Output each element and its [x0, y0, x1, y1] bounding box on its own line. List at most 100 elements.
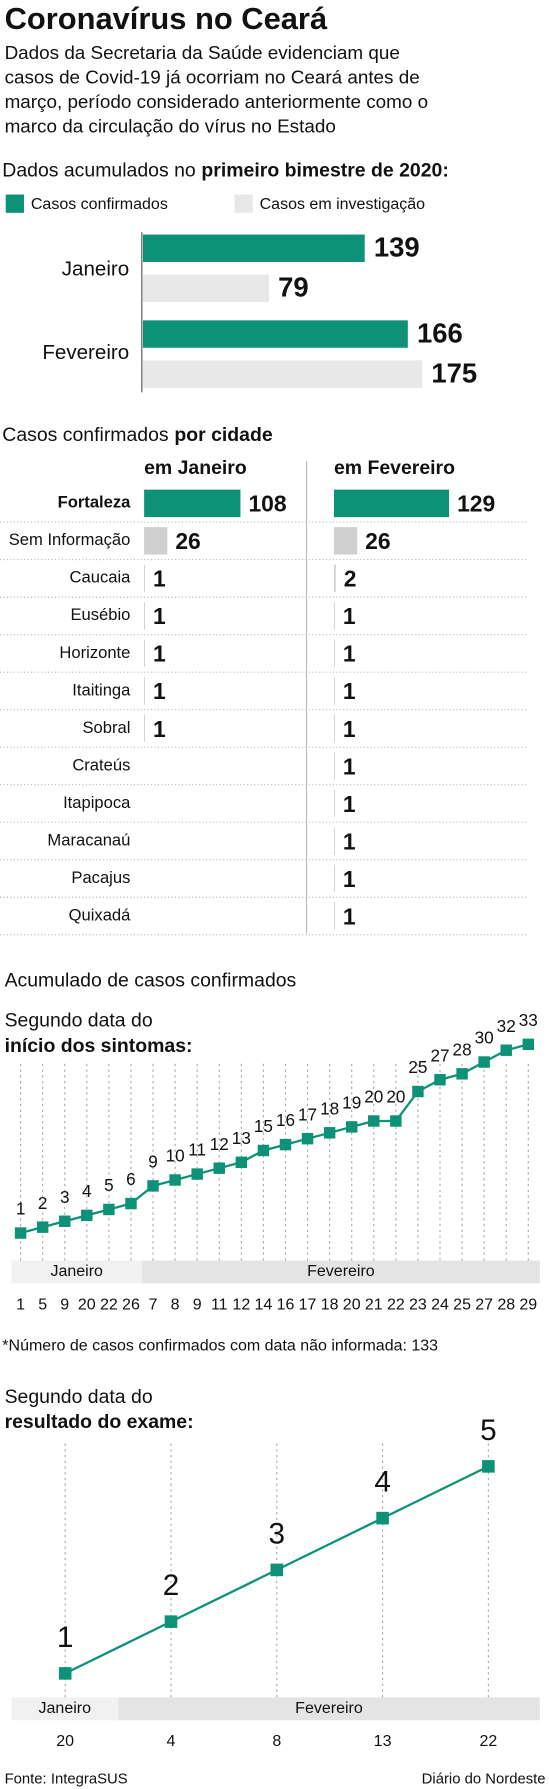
- x-tick-label: 9: [60, 1296, 69, 1313]
- value-label: 1: [153, 716, 166, 742]
- legend-label: Casos em investigação: [260, 196, 426, 213]
- marker: [103, 1203, 115, 1216]
- value-label: 13: [232, 1128, 251, 1148]
- marker: [14, 1227, 27, 1239]
- bar: [333, 827, 335, 855]
- city-label: Sobral: [82, 718, 130, 737]
- value-label: 26: [175, 528, 200, 554]
- legend-swatch: [5, 194, 25, 213]
- bar: [333, 602, 335, 630]
- x-tick-label: 22: [479, 1733, 497, 1750]
- value-label: 4: [82, 1181, 92, 1201]
- legend-label: Casos confirmados: [31, 196, 168, 213]
- x-tick-label: 27: [475, 1296, 493, 1313]
- marker: [301, 1132, 314, 1145]
- city-label: Maracanaú: [47, 830, 130, 849]
- marker: [482, 1460, 495, 1473]
- subtitle: casos de Covid-19 já ocorriam no Ceará a…: [5, 66, 420, 87]
- marker: [478, 1056, 490, 1068]
- value-label: 16: [276, 1110, 295, 1130]
- marker: [376, 1511, 389, 1525]
- x-tick-label: 23: [409, 1296, 427, 1313]
- city-label: Horizonte: [59, 643, 130, 662]
- value-label: 18: [320, 1098, 339, 1118]
- city-label: Itaitinga: [72, 680, 131, 699]
- x-tick-label: 5: [38, 1296, 47, 1313]
- x-tick-label: 21: [365, 1296, 383, 1313]
- x-tick-label: 16: [277, 1296, 295, 1313]
- value-label: 1: [153, 641, 166, 667]
- bar: [144, 639, 146, 668]
- subtitle: Dados da Secretaria da Saúde evidenciam …: [5, 42, 400, 63]
- x-tick-label: 12: [232, 1296, 250, 1313]
- bar: [144, 527, 168, 555]
- chart-title: Casos confirmados por cidade: [2, 424, 273, 446]
- value-label: 10: [166, 1146, 185, 1166]
- value-label: 5: [480, 1414, 497, 1447]
- value-label: 79: [278, 272, 309, 303]
- x-tick-label: 18: [321, 1296, 339, 1313]
- value-label: 20: [364, 1087, 383, 1107]
- value-label: 1: [343, 903, 356, 929]
- column-header: em Janeiro: [144, 457, 247, 479]
- value-label: 25: [408, 1057, 427, 1077]
- month-band: [11, 1697, 119, 1721]
- x-tick-label: 29: [519, 1296, 537, 1313]
- value-label: 129: [457, 491, 495, 517]
- x-tick-label: 11: [211, 1296, 228, 1313]
- value-label: 1: [16, 1199, 26, 1219]
- value-label: 1: [57, 1621, 74, 1654]
- value-label: 3: [269, 1517, 286, 1550]
- bar: [333, 902, 335, 930]
- bar: [142, 234, 365, 263]
- value-label: 28: [453, 1039, 472, 1059]
- value-label: 1: [343, 866, 356, 892]
- value-label: 1: [153, 566, 166, 592]
- value-label: 2: [163, 1569, 180, 1602]
- value-label: 1: [343, 641, 356, 667]
- x-tick-label: 8: [171, 1296, 180, 1313]
- legend-swatch: [234, 194, 253, 213]
- city-label: Caucaia: [70, 568, 132, 587]
- value-label: 3: [60, 1187, 70, 1207]
- marker: [368, 1115, 380, 1127]
- marker: [434, 1073, 446, 1086]
- value-label: 1: [153, 603, 166, 629]
- city-label: Eusébio: [70, 605, 130, 624]
- city-label: Quixadá: [69, 905, 132, 924]
- marker: [522, 1038, 535, 1051]
- bar: [333, 789, 335, 818]
- bar: [142, 320, 408, 348]
- x-tick-label: 28: [497, 1296, 515, 1313]
- credit: Diário do Nordeste: [422, 1772, 546, 1788]
- title: Coronavírus no Ceará: [5, 1, 328, 36]
- x-tick-label: 24: [431, 1296, 449, 1313]
- category-label: Janeiro: [62, 257, 130, 280]
- bar: [144, 564, 146, 593]
- marker: [58, 1667, 72, 1680]
- x-tick-label: 9: [193, 1296, 202, 1313]
- x-tick-label: 25: [453, 1296, 471, 1313]
- value-label: 33: [519, 1010, 538, 1030]
- value-label: 11: [188, 1140, 206, 1160]
- marker: [323, 1127, 336, 1139]
- city-label: Pacajus: [71, 868, 130, 887]
- marker: [36, 1221, 49, 1233]
- month-label: Fevereiro: [295, 1700, 363, 1717]
- line: [20, 1043, 529, 1235]
- title-bold: primeiro bimestre de 2020:: [201, 160, 448, 182]
- x-tick-label: 20: [56, 1733, 74, 1750]
- bar: [333, 639, 335, 668]
- city-label: Sem Informação: [9, 530, 131, 549]
- subtitle: marco da circulação do vírus no Estado: [5, 116, 336, 137]
- value-label: 108: [248, 491, 286, 517]
- bar: [142, 360, 423, 388]
- marker: [257, 1144, 270, 1157]
- subtitle: março, período considerado anteriormente…: [5, 91, 429, 112]
- bar: [144, 489, 241, 518]
- source: Fonte: IntegraSUS: [5, 1772, 128, 1788]
- x-tick-label: 22: [387, 1296, 405, 1313]
- column-header: em Fevereiro: [334, 457, 455, 479]
- value-label: 1: [343, 678, 356, 704]
- bar: [144, 677, 146, 705]
